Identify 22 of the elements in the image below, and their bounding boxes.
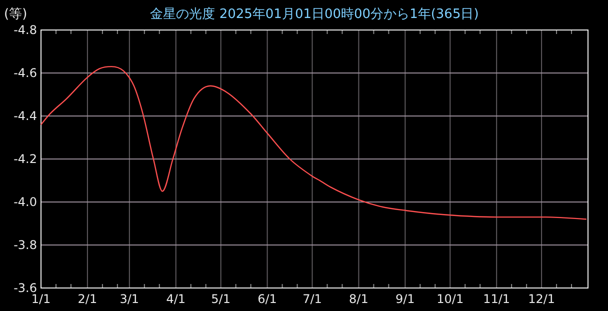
x-tick-label: 12/1 bbox=[528, 292, 556, 306]
y-tick-label: -4.6 bbox=[14, 66, 37, 80]
y-tick-label: -3.6 bbox=[14, 281, 37, 295]
x-tick-label: 2/1 bbox=[78, 292, 98, 306]
x-tick-label: 10/1 bbox=[436, 292, 464, 306]
x-tick-label: 4/1 bbox=[166, 292, 186, 306]
chart-title: 金星の光度 2025年01月01日00時00分から1年(365日) bbox=[150, 6, 479, 22]
x-tick-label: 8/1 bbox=[349, 292, 368, 306]
x-tick-label: 5/1 bbox=[211, 292, 230, 306]
y-tick-label: -4.2 bbox=[14, 152, 37, 166]
y-tick-label: -4.8 bbox=[14, 23, 37, 37]
line-series bbox=[40, 66, 588, 220]
x-tick-label: 1/1 bbox=[31, 292, 51, 306]
x-tick-label: 9/1 bbox=[396, 292, 415, 306]
y-axis-title: (等) bbox=[4, 7, 28, 22]
x-tick-label: 7/1 bbox=[302, 292, 322, 306]
x-tick-label: 6/1 bbox=[258, 292, 277, 306]
x-tick-label: 11/1 bbox=[483, 292, 510, 306]
x-tick-label: 3/1 bbox=[120, 292, 140, 306]
y-tick-label: -4.0 bbox=[14, 195, 37, 209]
y-tick-label: -4.4 bbox=[14, 109, 37, 123]
y-tick-label: -3.8 bbox=[14, 238, 37, 252]
